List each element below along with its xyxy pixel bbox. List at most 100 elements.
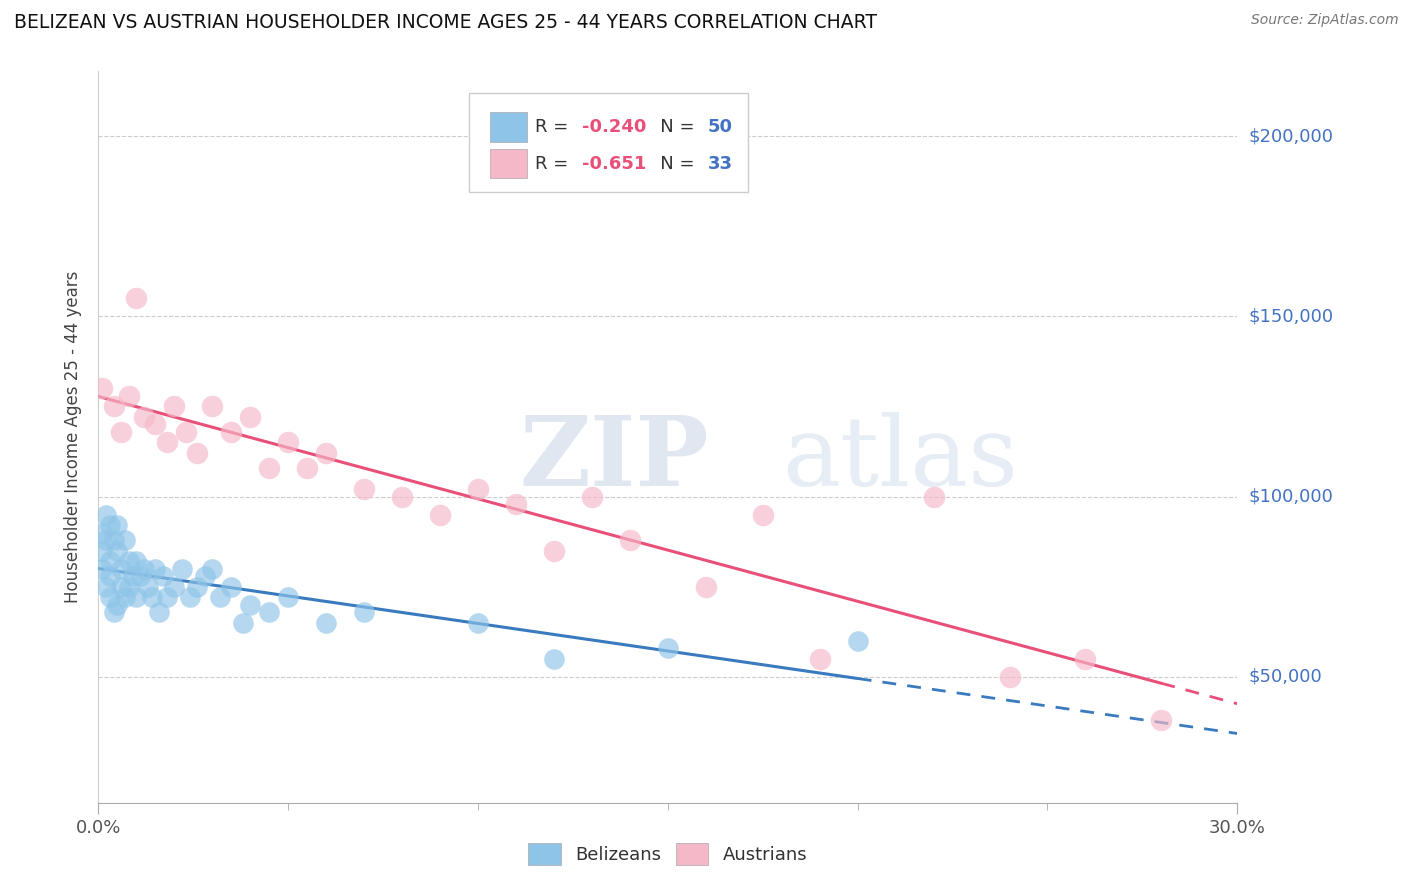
Point — [221, 580, 243, 594]
Point — [186, 580, 208, 594]
Point — [132, 561, 155, 575]
Point — [315, 446, 337, 460]
Point — [103, 605, 125, 619]
Point — [118, 389, 141, 403]
Point — [121, 569, 143, 583]
Point — [129, 569, 152, 583]
Point — [505, 497, 527, 511]
Point — [619, 533, 641, 547]
Point — [239, 410, 262, 425]
Text: N =: N = — [643, 154, 700, 172]
Point — [148, 605, 170, 619]
Point — [103, 400, 125, 414]
Point — [91, 381, 114, 395]
Point — [98, 518, 121, 533]
FancyBboxPatch shape — [491, 112, 527, 142]
Point — [125, 591, 148, 605]
Point — [91, 561, 114, 575]
Point — [194, 569, 217, 583]
Point — [808, 651, 831, 665]
Point — [277, 435, 299, 450]
Point — [353, 605, 375, 619]
Text: -0.651: -0.651 — [582, 154, 647, 172]
Point — [152, 569, 174, 583]
Point — [98, 569, 121, 583]
Point — [118, 580, 141, 594]
Point — [156, 435, 179, 450]
Point — [391, 490, 413, 504]
Point — [201, 400, 224, 414]
Point — [110, 580, 132, 594]
Point — [114, 533, 136, 547]
Point — [145, 417, 167, 432]
Text: Source: ZipAtlas.com: Source: ZipAtlas.com — [1251, 13, 1399, 28]
Point — [118, 554, 141, 568]
Point — [221, 425, 243, 439]
Point — [136, 580, 159, 594]
Point — [467, 615, 489, 630]
Point — [110, 425, 132, 439]
Point — [114, 591, 136, 605]
Point — [846, 633, 869, 648]
Point — [232, 615, 254, 630]
Point — [998, 670, 1021, 684]
Point — [186, 446, 208, 460]
Point — [91, 543, 114, 558]
Text: $50,000: $50,000 — [1249, 668, 1322, 686]
Point — [163, 400, 186, 414]
Point — [315, 615, 337, 630]
Point — [91, 525, 114, 540]
Point — [467, 483, 489, 497]
FancyBboxPatch shape — [491, 149, 527, 178]
Text: $200,000: $200,000 — [1249, 128, 1333, 145]
Point — [179, 591, 201, 605]
Point — [94, 580, 117, 594]
Text: 33: 33 — [707, 154, 733, 172]
Point — [353, 483, 375, 497]
Point — [125, 554, 148, 568]
Point — [145, 561, 167, 575]
Point — [201, 561, 224, 575]
Point — [94, 508, 117, 522]
Text: ZIP: ZIP — [520, 412, 709, 506]
Text: R =: R = — [534, 118, 579, 136]
Text: $150,000: $150,000 — [1249, 308, 1333, 326]
Point — [208, 591, 231, 605]
Point — [543, 651, 565, 665]
Y-axis label: Householder Income Ages 25 - 44 years: Householder Income Ages 25 - 44 years — [65, 271, 83, 603]
Point — [174, 425, 197, 439]
Point — [107, 543, 129, 558]
Point — [239, 598, 262, 612]
Point — [163, 580, 186, 594]
Text: -0.240: -0.240 — [582, 118, 647, 136]
Point — [259, 605, 281, 619]
Point — [103, 533, 125, 547]
Point — [107, 518, 129, 533]
Point — [94, 533, 117, 547]
Point — [429, 508, 451, 522]
Point — [141, 591, 163, 605]
Point — [922, 490, 945, 504]
Point — [543, 543, 565, 558]
Point — [98, 554, 121, 568]
Text: 50: 50 — [707, 118, 733, 136]
Point — [98, 591, 121, 605]
Point — [657, 640, 679, 655]
Point — [1074, 651, 1097, 665]
FancyBboxPatch shape — [468, 94, 748, 192]
Point — [170, 561, 193, 575]
Point — [110, 561, 132, 575]
Point — [752, 508, 775, 522]
Point — [259, 460, 281, 475]
Point — [156, 591, 179, 605]
Point — [1150, 713, 1173, 727]
Text: $100,000: $100,000 — [1249, 488, 1333, 506]
Point — [695, 580, 717, 594]
Text: R =: R = — [534, 154, 579, 172]
Point — [107, 598, 129, 612]
Point — [297, 460, 319, 475]
Point — [581, 490, 603, 504]
Point — [277, 591, 299, 605]
Text: N =: N = — [643, 118, 700, 136]
Point — [132, 410, 155, 425]
